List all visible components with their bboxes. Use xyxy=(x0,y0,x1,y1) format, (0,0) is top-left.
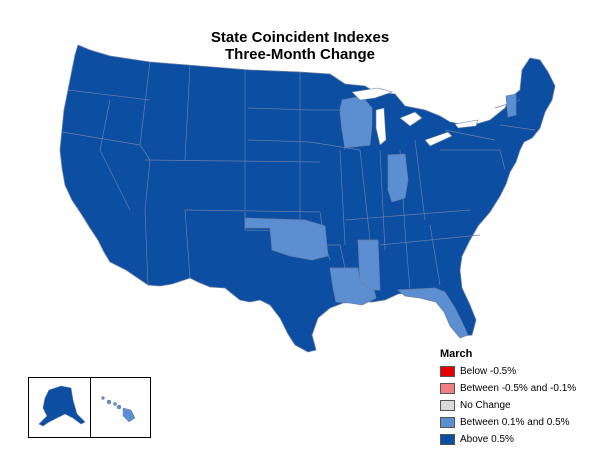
map-subtitle: Three-Month Change xyxy=(225,46,375,63)
legend-item: Between 0.1% and 0.5% xyxy=(440,414,576,431)
state-indiana xyxy=(387,153,409,203)
legend-swatch xyxy=(440,366,455,377)
legend-label: No Change xyxy=(460,400,511,411)
legend-item: Above 0.5% xyxy=(440,431,576,448)
state-hawaii xyxy=(101,396,136,423)
alaska-hawaii-inset xyxy=(28,377,151,438)
legend-label: Below -0.5% xyxy=(460,366,517,377)
great-lakes xyxy=(351,87,479,147)
legend-swatch xyxy=(440,434,455,445)
state-vermont xyxy=(505,93,517,118)
map-title: State Coincident Indexes xyxy=(210,29,390,46)
inset-map xyxy=(38,385,136,427)
legend-item: Between -0.5% and -0.1% xyxy=(440,380,576,397)
state-oklahoma xyxy=(244,217,329,261)
state-alaska xyxy=(38,385,86,427)
state-wisconsin xyxy=(339,95,373,149)
legend-swatch xyxy=(440,417,455,428)
legend-item: Below -0.5% xyxy=(440,363,576,380)
states-between-0-1-and-0-5 xyxy=(244,93,517,339)
legend-label: Above 0.5% xyxy=(460,434,514,445)
legend-label: Between 0.1% and 0.5% xyxy=(460,417,570,428)
legend-title: March xyxy=(440,348,473,360)
legend-swatch xyxy=(440,383,455,394)
state-mississippi xyxy=(357,239,381,291)
legend: March Below -0.5% Between -0.5% and -0.1… xyxy=(440,348,576,448)
state-louisiana xyxy=(329,267,377,306)
legend-item: No Change xyxy=(440,397,576,414)
inset-divider xyxy=(90,378,91,437)
state-florida xyxy=(397,287,469,339)
legend-swatch xyxy=(440,400,455,411)
legend-label: Between -0.5% and -0.1% xyxy=(460,383,577,394)
us-contiguous-map xyxy=(59,44,556,353)
